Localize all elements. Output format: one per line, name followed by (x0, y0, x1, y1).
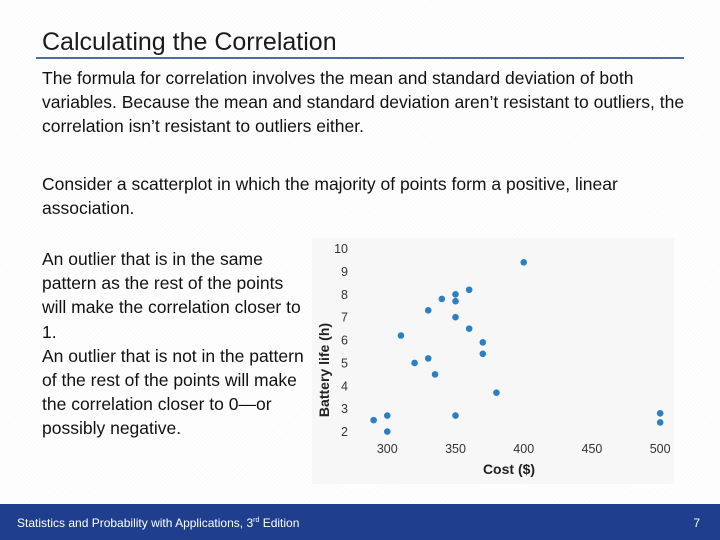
page-number: 7 (693, 516, 700, 530)
data-point (479, 350, 487, 358)
data-point (411, 359, 418, 367)
y-tick-label: 6 (341, 334, 348, 348)
outlier-explanation: An outlier that is in the same pattern a… (42, 247, 304, 441)
outlier-out-of-pattern-text: An outlier that is not in the pattern of… (42, 345, 304, 439)
data-point (493, 389, 500, 396)
data-point (452, 412, 459, 419)
y-tick-label: 10 (334, 242, 348, 256)
data-point (452, 313, 459, 321)
slide-title: Calculating the Correlation (42, 28, 337, 56)
data-point (431, 371, 439, 378)
data-point (452, 291, 459, 298)
y-tick-label: 2 (341, 425, 348, 439)
data-point (438, 295, 446, 303)
footer-bar: Statistics and Probability with Applicat… (0, 504, 720, 540)
x-tick-label: 450 (582, 442, 603, 456)
intro-paragraph: The formula for correlation involves the… (42, 68, 685, 136)
data-point (656, 409, 664, 417)
y-tick-label: 4 (341, 379, 348, 393)
outlier-in-pattern-text: An outlier that is in the same pattern a… (42, 249, 301, 342)
y-tick-label: 7 (341, 311, 348, 325)
x-tick-label: 400 (513, 442, 534, 456)
y-tick-label: 9 (341, 265, 348, 279)
data-point (424, 307, 432, 314)
x-tick-label: 350 (445, 442, 466, 456)
scatterplot-chart: Battery life (h) Cost ($) 2 3 4 5 6 7 8 9 10 300… (316, 242, 671, 477)
data-point (520, 258, 528, 266)
data-point (370, 416, 377, 424)
x-tick-label: 300 (377, 442, 398, 456)
footer-book-title: Statistics and Probability with Applicat… (17, 516, 300, 530)
y-tick-label: 3 (341, 402, 348, 416)
scatterplot-paragraph: Consider a scatterplot in which the majo… (42, 174, 618, 218)
data-point (424, 355, 432, 362)
data-point (465, 286, 473, 294)
y-tick-label: 8 (341, 288, 348, 302)
y-tick-label: 5 (341, 356, 348, 370)
data-point (397, 332, 405, 339)
x-axis-label: Cost ($) (483, 461, 535, 477)
x-tick-label: 500 (650, 442, 671, 456)
title-underline (36, 57, 684, 59)
scatterplot-panel: Battery life (h) Cost ($) 2 3 4 5 6 7 8 9 10 300… (312, 238, 674, 484)
data-point (465, 325, 473, 332)
data-point (479, 339, 487, 346)
data-point (383, 412, 391, 419)
data-point (452, 297, 459, 305)
data-point (656, 419, 664, 426)
data-point (383, 428, 391, 435)
y-axis-label: Battery life (h) (316, 323, 332, 417)
